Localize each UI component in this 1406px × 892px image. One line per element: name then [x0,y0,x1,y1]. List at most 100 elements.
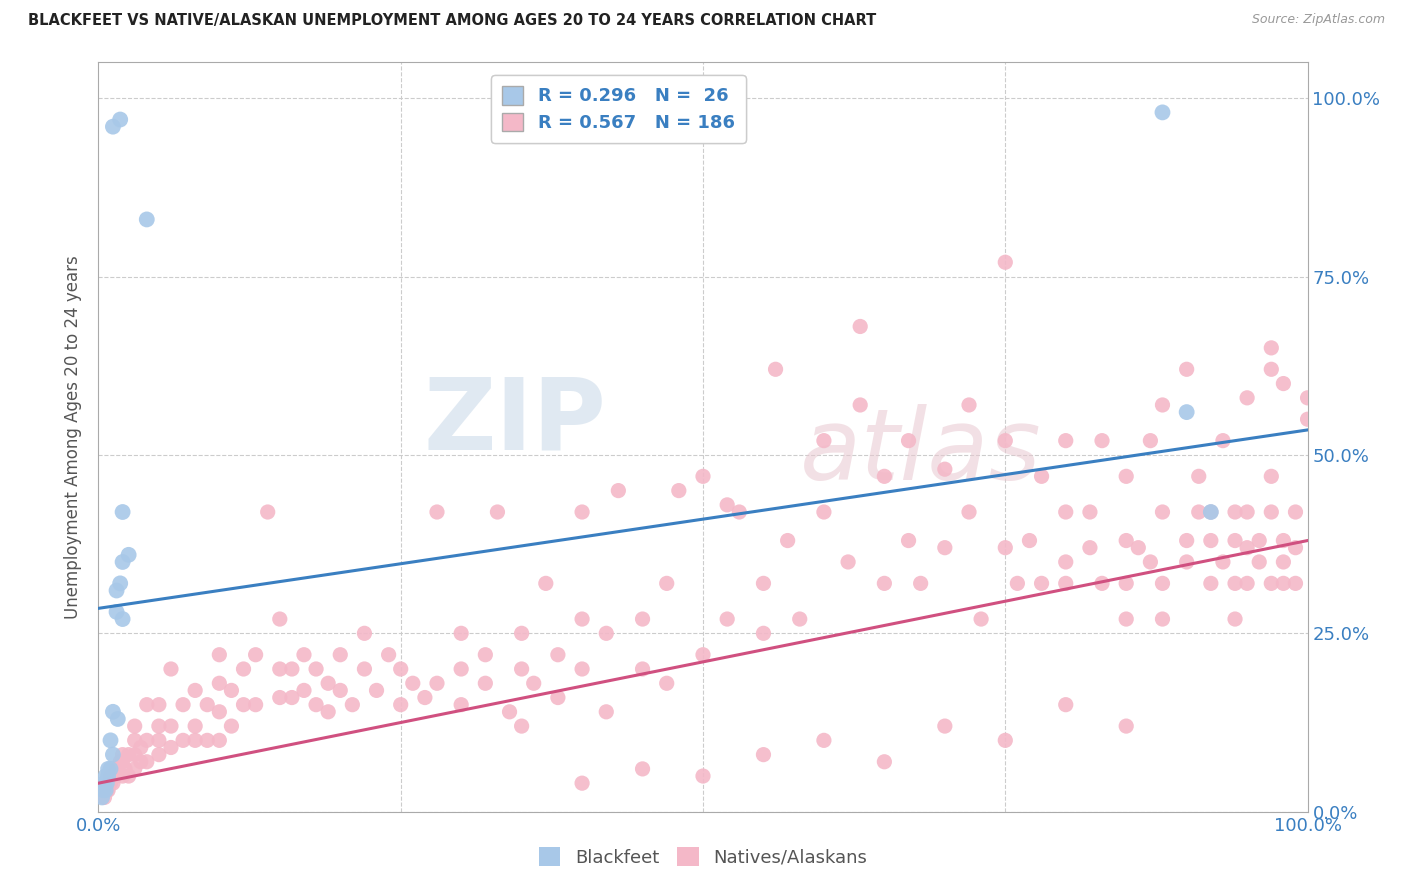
Point [111,555,134,569]
Point [1260,341,1282,355]
Point [752,747,775,762]
Point [994,434,1017,448]
Point [547,648,569,662]
Point [105,605,128,619]
Point [129,740,152,755]
Point [547,690,569,705]
Point [111,747,134,762]
Point [135,212,157,227]
Point [498,705,520,719]
Point [184,683,207,698]
Point [1212,434,1234,448]
Point [195,733,218,747]
Point [1175,362,1198,376]
Point [752,576,775,591]
Point [172,698,194,712]
Point [813,505,835,519]
Point [389,698,412,712]
Point [135,698,157,712]
Point [1031,576,1053,591]
Point [873,576,896,591]
Point [1223,505,1246,519]
Point [873,755,896,769]
Point [305,662,328,676]
Point [160,719,183,733]
Point [1054,555,1077,569]
Point [765,362,787,376]
Point [1175,555,1198,569]
Point [1054,434,1077,448]
Point [1272,533,1295,548]
Point [316,705,339,719]
Point [474,648,496,662]
Point [1296,391,1319,405]
Point [292,648,315,662]
Point [184,733,207,747]
Point [1199,505,1222,519]
Point [813,434,835,448]
Text: atlas: atlas [800,403,1042,500]
Point [1296,412,1319,426]
Point [97,769,120,783]
Point [148,733,170,747]
Point [172,733,194,747]
Point [1199,533,1222,548]
Point [1115,719,1137,733]
Point [1272,555,1295,569]
Point [571,662,593,676]
Point [668,483,690,498]
Point [1199,576,1222,591]
Point [111,505,134,519]
Point [1152,398,1174,412]
Point [1018,533,1040,548]
Point [208,648,231,662]
Point [957,505,980,519]
Point [329,648,352,662]
Point [1175,533,1198,548]
Point [269,690,291,705]
Point [329,683,352,698]
Point [849,398,872,412]
Point [148,747,170,762]
Point [897,434,920,448]
Point [135,755,157,769]
Point [101,120,124,134]
Point [1212,555,1234,569]
Point [148,698,170,712]
Point [1188,469,1211,483]
Point [129,755,152,769]
Point [221,683,243,698]
Point [160,740,183,755]
Point [1091,434,1114,448]
Point [208,676,231,690]
Point [692,469,714,483]
Point [256,505,278,519]
Point [93,776,115,790]
Point [1091,576,1114,591]
Point [108,112,131,127]
Point [1054,698,1077,712]
Point [450,698,472,712]
Point [1115,533,1137,548]
Point [1236,541,1258,555]
Point [353,626,375,640]
Point [97,762,120,776]
Point [486,505,509,519]
Point [1152,105,1174,120]
Point [124,762,146,776]
Point [366,683,388,698]
Point [245,698,267,712]
Point [184,719,207,733]
Point [195,698,218,712]
Point [837,555,859,569]
Point [135,733,157,747]
Point [910,576,932,591]
Point [1199,505,1222,519]
Point [305,698,328,712]
Point [94,783,117,797]
Point [994,255,1017,269]
Point [107,712,129,726]
Point [402,676,425,690]
Point [1128,541,1150,555]
Point [1260,362,1282,376]
